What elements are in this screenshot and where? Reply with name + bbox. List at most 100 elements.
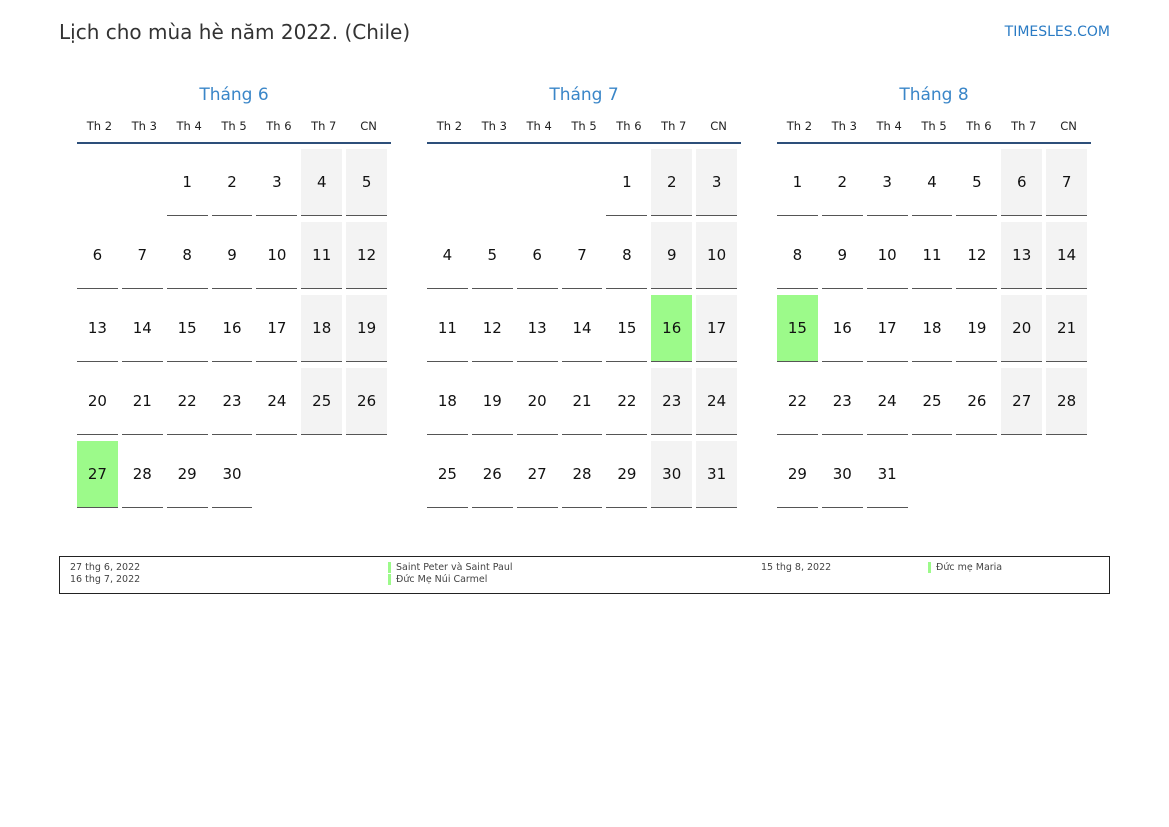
day-cell: 2 [651, 149, 693, 216]
day-cell: 1 [606, 149, 648, 216]
day-cell: 21 [121, 368, 163, 435]
holiday-color-marker [928, 562, 931, 573]
weekday-label: CN [1060, 119, 1077, 133]
day-cell: 28 [1046, 368, 1088, 435]
day-cell: 8 [777, 222, 818, 289]
day-cell: 23 [211, 368, 253, 435]
weekday-label: Th 4 [176, 119, 202, 133]
week-row: 20 21 22 23 24 25 26 [77, 368, 391, 441]
day-cell: 10 [696, 222, 738, 289]
day-cell: 9 [651, 222, 693, 289]
weekday-label: Th 6 [266, 119, 292, 133]
weekday-label: Th 6 [616, 119, 642, 133]
month-title: Tháng 8 [899, 85, 969, 105]
weekday-label: Th 5 [921, 119, 947, 133]
week-row: 6 7 8 9 10 11 12 [77, 222, 391, 295]
day-cell: 6 [516, 222, 558, 289]
holiday-color-marker [388, 574, 391, 585]
day-cell: 19 [471, 368, 513, 435]
day-cell: 29 [166, 441, 208, 508]
week-row: 8 9 10 11 12 13 14 [777, 222, 1091, 295]
month-title: Tháng 6 [199, 85, 269, 105]
day-cell: 11 [301, 222, 343, 289]
day-cell: 31 [696, 441, 738, 508]
day-cell: 26 [956, 368, 998, 435]
holiday-day-cell: 15 [777, 295, 818, 362]
empty-cell [956, 441, 997, 508]
month-title: Tháng 7 [549, 85, 619, 105]
day-cell: 12 [956, 222, 998, 289]
day-cell: 20 [1001, 295, 1043, 362]
day-cell: 27 [1001, 368, 1043, 435]
day-cell: 20 [77, 368, 118, 435]
day-cell: 9 [821, 222, 863, 289]
day-cell: 8 [606, 222, 648, 289]
month-calendar: Tháng 7 Th 2 Th 3 Th 4 Th 5 Th 6 Th 7 CN 1 2 3 4 5 6 7… [427, 82, 741, 514]
day-cell: 19 [346, 295, 388, 362]
weekday-label: Th 7 [661, 119, 687, 133]
empty-cell [77, 149, 118, 216]
holiday-legend: 27 thg 6, 2022 16 thg 7, 2022 Saint Pete… [59, 556, 1110, 594]
weekday-label: Th 5 [221, 119, 247, 133]
day-cell: 3 [256, 149, 298, 216]
week-row: 25 26 27 28 29 30 31 [427, 441, 741, 514]
legend-item: Đức mẹ Maria [928, 562, 1002, 574]
empty-cell [346, 441, 387, 508]
day-cell: 20 [516, 368, 558, 435]
legend-date: 15 thg 8, 2022 [761, 562, 832, 573]
day-cell: 16 [821, 295, 863, 362]
brand-link[interactable]: TIMESLES.COM [1004, 24, 1110, 40]
holiday-day-cell: 27 [77, 441, 118, 508]
empty-cell [912, 441, 953, 508]
holiday-day-cell: 16 [651, 295, 693, 362]
day-cell: 29 [777, 441, 818, 508]
day-cell: 12 [471, 295, 513, 362]
weekday-label: Th 6 [966, 119, 992, 133]
day-cell: 4 [911, 149, 953, 216]
empty-cell [301, 441, 342, 508]
weekday-label: Th 3 [131, 119, 157, 133]
legend-date: 16 thg 7, 2022 [70, 574, 141, 585]
day-cell: 10 [256, 222, 298, 289]
month-calendar: Tháng 6 Th 2 Th 3 Th 4 Th 5 Th 6 Th 7 CN 1 2 3 4 5 6 7… [77, 82, 391, 514]
day-cell: 14 [1046, 222, 1088, 289]
day-cell: 18 [301, 295, 343, 362]
day-cell: 23 [821, 368, 863, 435]
holiday-color-marker [388, 562, 391, 573]
day-cell: 14 [121, 295, 163, 362]
day-cell: 1 [166, 149, 208, 216]
day-cell: 18 [911, 295, 953, 362]
day-cell: 22 [606, 368, 648, 435]
day-cell: 17 [866, 295, 908, 362]
day-cell: 23 [651, 368, 693, 435]
day-cell: 13 [1001, 222, 1043, 289]
day-cell: 4 [301, 149, 343, 216]
day-cell: 8 [166, 222, 208, 289]
legend-name: Đức mẹ Maria [936, 562, 1003, 573]
day-cell: 21 [561, 368, 603, 435]
empty-cell [122, 149, 163, 216]
day-cell: 5 [956, 149, 998, 216]
day-cell: 26 [346, 368, 388, 435]
day-cell: 12 [346, 222, 388, 289]
week-row: 18 19 20 21 22 23 24 [427, 368, 741, 441]
day-cell: 1 [777, 149, 818, 216]
day-cell: 30 [821, 441, 863, 508]
day-cell: 25 [301, 368, 343, 435]
empty-cell [517, 149, 558, 216]
day-cell: 25 [427, 441, 468, 508]
empty-cell [256, 441, 297, 508]
legend-item: Saint Peter và Saint Paul [388, 562, 513, 574]
day-cell: 10 [866, 222, 908, 289]
day-cell: 9 [211, 222, 253, 289]
weekday-label: Th 7 [1011, 119, 1037, 133]
day-cell: 24 [256, 368, 298, 435]
day-cell: 21 [1046, 295, 1088, 362]
month-calendar: Tháng 8 Th 2 Th 3 Th 4 Th 5 Th 6 Th 7 CN 1 2 3 4 5 6 7… [777, 82, 1091, 514]
week-row: 15 16 17 18 19 20 21 [777, 295, 1091, 368]
weekday-label: Th 7 [311, 119, 337, 133]
empty-cell [1001, 441, 1042, 508]
